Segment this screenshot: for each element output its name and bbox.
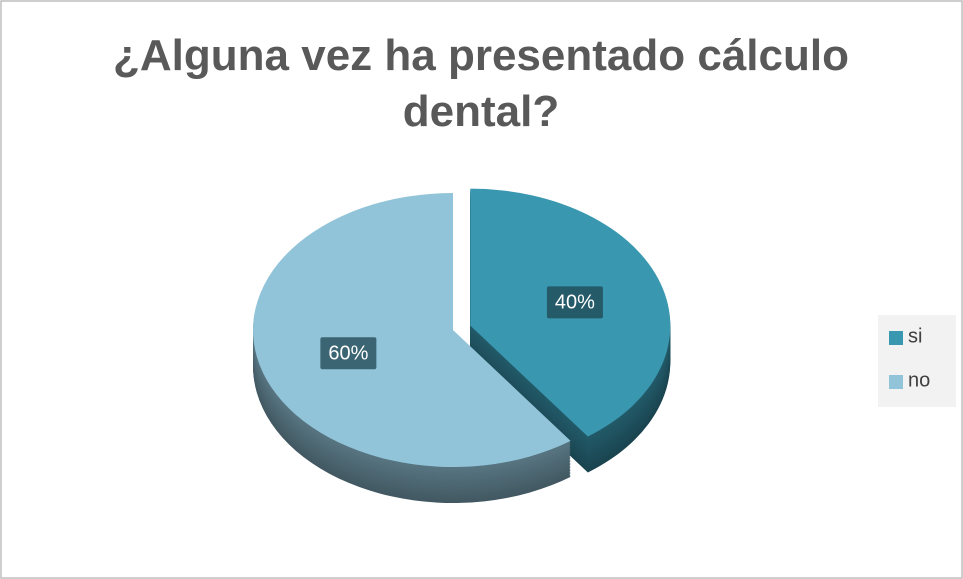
legend-swatch (889, 331, 903, 345)
legend-label: si (908, 325, 922, 347)
data-label: 40% (555, 292, 595, 314)
data-label-box (320, 337, 377, 370)
slice (253, 193, 571, 468)
legend-box (878, 315, 956, 407)
legend-label: no (908, 369, 930, 391)
chart-title: ¿Alguna vez ha presentado cálculo dental? (113, 31, 849, 136)
legend-swatch (889, 375, 903, 389)
data-label: 60% (328, 343, 368, 365)
data-label-box (546, 286, 603, 319)
